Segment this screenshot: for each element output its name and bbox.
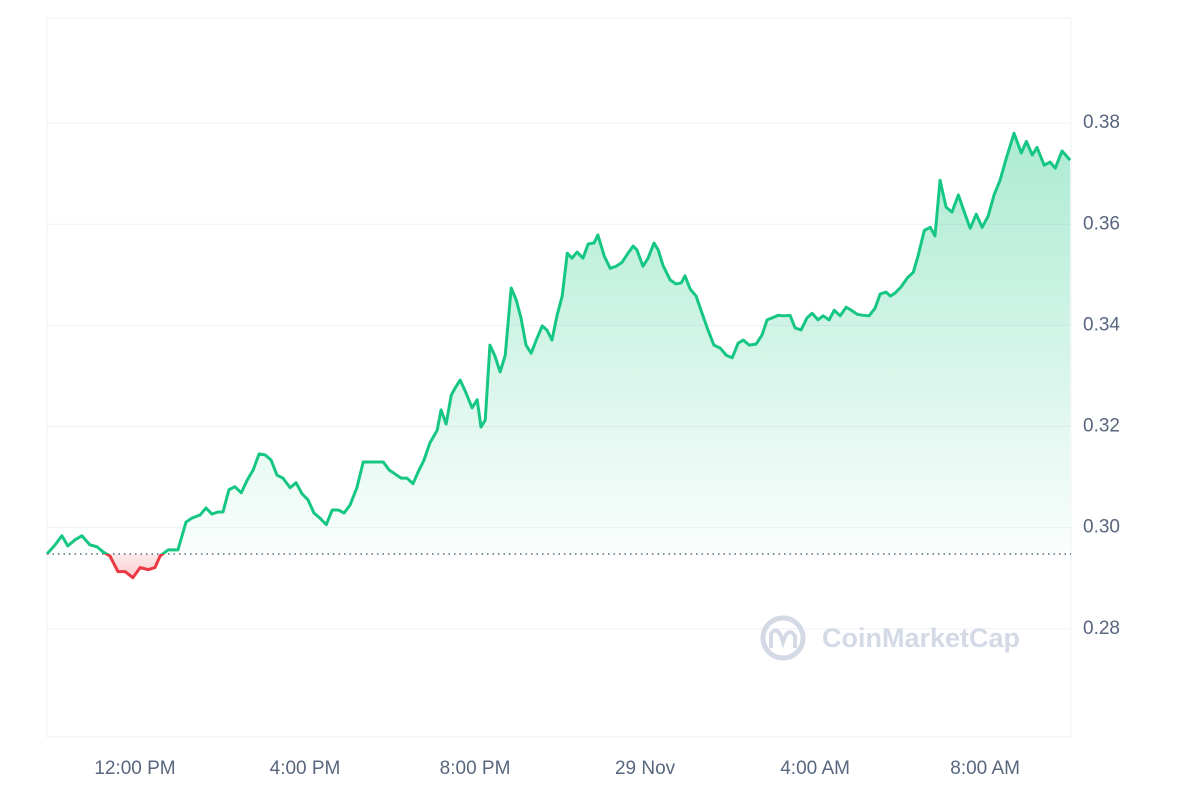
watermark: CoinMarketCap — [760, 615, 1020, 661]
plot — [45, 131, 1072, 580]
y-tick-label: 0.32 — [1083, 416, 1120, 437]
y-tick-label: 0.38 — [1083, 112, 1120, 133]
x-tick-label: 29 Nov — [615, 758, 676, 779]
axes: 0.28 0.30 0.32 0.34 0.36 0.38 12:00 PM 4:00 PM 8… — [94, 112, 1120, 779]
y-tick-label: 0.36 — [1083, 213, 1120, 234]
watermark-text: CoinMarketCap — [822, 623, 1020, 653]
watermark-logo-mark — [769, 628, 797, 649]
area-up — [47, 133, 1071, 554]
x-tick-label: 4:00 AM — [780, 758, 850, 779]
area-down — [106, 553, 163, 578]
y-tick-label: 0.30 — [1083, 517, 1120, 538]
price-line-up — [45, 131, 1072, 554]
watermark-logo — [760, 615, 806, 661]
x-tick-label: 12:00 PM — [94, 758, 175, 779]
x-tick-label: 8:00 AM — [950, 758, 1020, 779]
y-tick-label: 0.34 — [1083, 314, 1120, 335]
y-tick-label: 0.28 — [1083, 618, 1120, 639]
x-tick-label: 4:00 PM — [270, 758, 341, 779]
x-tick-label: 8:00 PM — [440, 758, 511, 779]
plot-frame — [46, 17, 1072, 738]
